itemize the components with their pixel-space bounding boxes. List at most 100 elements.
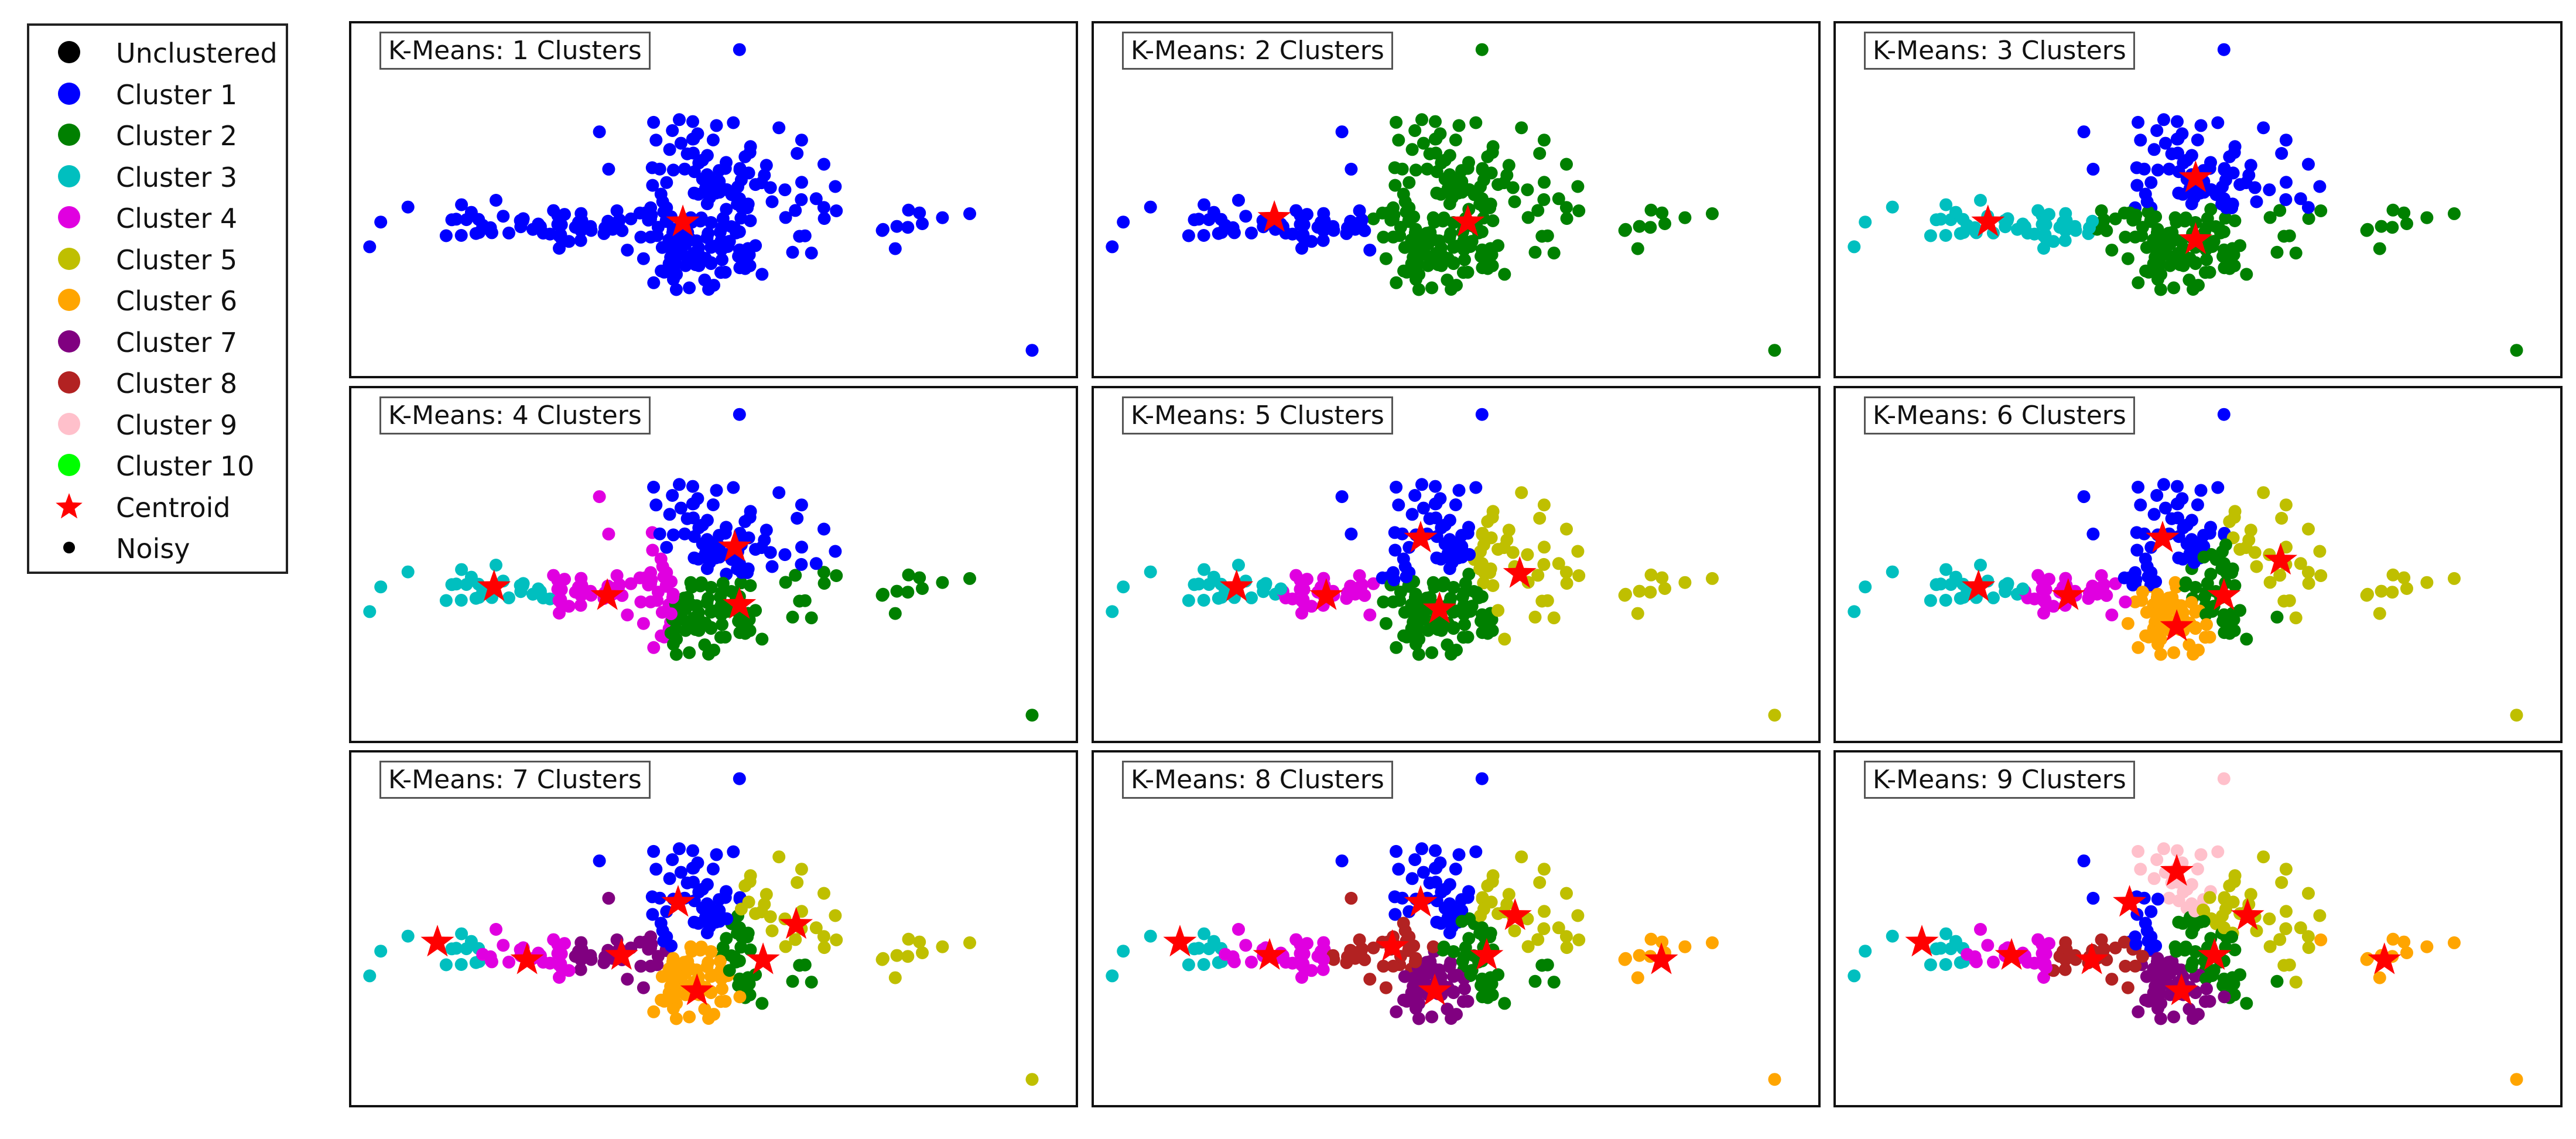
data-point [2144, 176, 2158, 189]
centroid-marker [1971, 204, 2005, 237]
data-point [644, 595, 658, 608]
data-point [2283, 958, 2296, 972]
data-point [778, 183, 792, 197]
data-point [1317, 953, 1330, 966]
data-point [805, 611, 818, 625]
data-point [663, 508, 676, 521]
data-point [1117, 945, 1130, 958]
dot-icon [54, 79, 84, 111]
data-point [2031, 933, 2045, 946]
data-point [829, 180, 842, 193]
centroid-marker [1253, 938, 1287, 970]
data-point [902, 568, 915, 582]
data-point [401, 565, 415, 579]
data-point [1537, 193, 1551, 206]
data-point [2207, 964, 2221, 977]
data-point [2185, 960, 2198, 973]
data-point [634, 595, 648, 608]
data-point [817, 522, 830, 536]
data-point [713, 186, 726, 199]
data-point [514, 579, 527, 592]
data-point [1768, 344, 1781, 357]
data-point [830, 933, 843, 946]
data-point [1461, 526, 1475, 540]
star-icon [54, 492, 84, 524]
data-point [374, 580, 388, 594]
data-point [1476, 990, 1489, 1004]
data-point [2150, 955, 2164, 969]
data-point [2301, 930, 2315, 943]
data-point [1477, 173, 1490, 187]
data-point [1426, 576, 1440, 589]
data-point [553, 217, 566, 230]
data-point [706, 498, 720, 511]
data-point [1345, 891, 1358, 905]
data-point [2448, 936, 2461, 949]
data-point [1354, 946, 1367, 959]
data-point [786, 245, 799, 259]
data-point [2130, 179, 2144, 192]
data-point [1429, 480, 1442, 493]
data-point [611, 217, 625, 230]
centroid-marker [1644, 942, 1678, 974]
data-point [1644, 932, 1658, 946]
centroid-marker [2113, 885, 2147, 917]
data-point [646, 908, 659, 921]
data-point [901, 586, 915, 599]
data-point [686, 250, 700, 264]
data-point [653, 527, 666, 541]
data-point [2289, 976, 2303, 989]
data-point [455, 927, 468, 940]
data-point [1417, 136, 1430, 150]
data-point [1345, 527, 1358, 541]
data-point [1392, 498, 1405, 512]
data-point [363, 969, 377, 983]
data-point [2096, 217, 2109, 230]
data-point [666, 853, 679, 866]
dot-icon [54, 450, 84, 482]
data-point [1446, 581, 1460, 594]
data-point [1486, 214, 1500, 227]
data-point [1395, 527, 1409, 541]
data-point [744, 505, 757, 518]
data-point [1658, 217, 1671, 230]
data-point [690, 599, 703, 613]
data-point [1441, 638, 1454, 652]
data-point [727, 845, 740, 858]
data-point [1497, 541, 1511, 555]
legend-item: Cluster 6 [29, 281, 286, 321]
data-point [744, 140, 757, 153]
data-point [2289, 247, 2303, 260]
data-point [2165, 512, 2178, 525]
legend-label: Noisy [116, 533, 190, 565]
data-point [2194, 119, 2208, 132]
data-point [2263, 912, 2276, 926]
data-point [809, 192, 823, 206]
data-point [704, 945, 717, 958]
data-point [1434, 187, 1448, 201]
data-point [2132, 641, 2145, 654]
data-point [772, 850, 786, 864]
data-point [664, 262, 678, 275]
data-point [1327, 224, 1340, 237]
data-point [2375, 584, 2388, 598]
data-point [1377, 595, 1390, 608]
data-point [741, 566, 754, 579]
centroid-marker [2160, 609, 2194, 641]
data-point [2175, 492, 2189, 505]
scatter-plot [1106, 43, 1781, 357]
data-point [1144, 565, 1157, 579]
data-point [2250, 924, 2263, 938]
data-point [713, 550, 726, 564]
centroid-marker [1257, 200, 1291, 232]
data-point [1924, 594, 1937, 607]
data-point [716, 253, 728, 266]
data-point [1434, 552, 1448, 566]
data-point [2400, 582, 2413, 595]
data-point [2197, 550, 2211, 564]
data-point [749, 604, 762, 617]
data-point [1768, 709, 1781, 722]
data-point [2154, 283, 2167, 296]
data-point [2149, 627, 2162, 639]
data-point [1398, 241, 1411, 254]
